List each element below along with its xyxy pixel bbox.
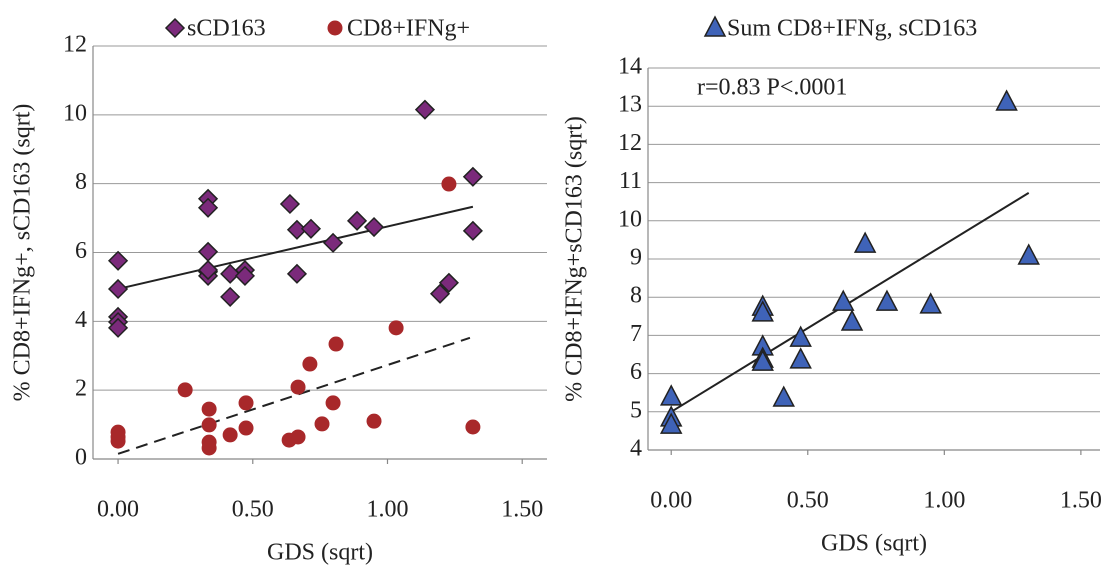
y-tick-label: 11	[619, 168, 642, 194]
point	[751, 349, 774, 371]
point	[659, 384, 683, 406]
y-axis-label: % CD8+IFNg+sCD163 (sqrt)	[562, 116, 588, 402]
point	[107, 278, 129, 300]
annotation: r=0.83 P<.0001	[697, 75, 847, 101]
point	[346, 210, 368, 231]
point	[238, 420, 254, 436]
point	[197, 197, 219, 218]
x-tick-label: 1.00	[366, 497, 408, 523]
x-tick-label: 0.00	[97, 497, 139, 523]
y-tick-label: 4	[630, 436, 642, 462]
point	[751, 300, 774, 322]
x-axis-label: GDS (sqrt)	[821, 531, 927, 557]
x-tick-label: 1.50	[501, 497, 543, 523]
y-tick-label: 4	[75, 307, 87, 333]
x-axis-label: GDS (sqrt)	[267, 540, 373, 566]
y-tick-label: 12	[618, 130, 642, 156]
x-tick-label: 0.00	[650, 488, 692, 514]
point	[789, 325, 812, 347]
y-tick-label: 14	[618, 54, 642, 80]
point	[995, 89, 1018, 111]
point	[201, 417, 217, 433]
point	[789, 347, 812, 369]
x-tick-label: 1.00	[923, 488, 965, 514]
point	[832, 289, 855, 311]
y-tick-label: 0	[75, 445, 87, 471]
point	[220, 286, 241, 307]
legend-label: CD8+IFNg+	[347, 16, 470, 42]
y-tick-label: 8	[75, 169, 87, 195]
point	[290, 379, 306, 395]
point	[919, 292, 942, 314]
point	[840, 309, 864, 331]
legend-marker	[164, 17, 186, 39]
point	[366, 413, 382, 429]
point	[201, 401, 217, 417]
y-tick-label: 9	[630, 245, 642, 271]
x-tick-label: 1.50	[1060, 488, 1102, 514]
point	[197, 259, 219, 281]
point	[325, 395, 341, 411]
point	[659, 412, 683, 434]
point	[107, 250, 129, 271]
y-tick-label: 10	[63, 100, 87, 126]
point	[414, 99, 436, 120]
point	[234, 265, 256, 286]
y-tick-label: 12	[63, 32, 87, 58]
point	[388, 320, 404, 336]
point	[220, 263, 241, 284]
point	[197, 241, 219, 262]
y-tick-label: 13	[618, 92, 642, 118]
y-tick-label: 6	[630, 359, 642, 385]
x-tick-label: 0.50	[232, 497, 274, 523]
legend-marker	[327, 20, 343, 36]
trendline	[117, 205, 474, 290]
y-tick-label: 7	[630, 321, 642, 347]
point	[323, 232, 344, 253]
point	[465, 419, 481, 435]
point	[328, 336, 344, 352]
y-tick-label: 5	[630, 397, 642, 423]
point	[1017, 243, 1040, 265]
legend-marker	[703, 15, 727, 37]
point	[222, 427, 238, 443]
point	[177, 382, 193, 398]
point	[302, 356, 318, 372]
point	[462, 166, 483, 187]
legend-label: Sum CD8+IFNg, sCD163	[727, 16, 977, 42]
y-tick-label: 8	[630, 283, 642, 309]
point	[462, 220, 483, 241]
point	[110, 433, 126, 449]
x-tick-label: 0.50	[787, 488, 829, 514]
y-tick-label: 10	[618, 206, 642, 232]
point	[238, 395, 254, 411]
point	[201, 440, 217, 456]
point	[314, 416, 330, 432]
point	[107, 317, 129, 338]
point	[290, 429, 306, 445]
y-axis-label: % CD8+IFNg+, sCD163 (sqrt)	[10, 104, 36, 402]
point	[300, 218, 322, 239]
point	[429, 283, 451, 304]
legend-label: sCD163	[187, 16, 266, 42]
trendline	[117, 336, 471, 455]
point	[363, 216, 385, 238]
point	[853, 231, 877, 253]
point	[875, 289, 899, 311]
point	[441, 176, 457, 192]
point	[438, 272, 459, 293]
point	[279, 193, 301, 215]
point	[772, 385, 795, 407]
y-tick-label: 6	[75, 238, 87, 264]
point	[286, 263, 308, 284]
y-tick-label: 2	[75, 376, 87, 402]
